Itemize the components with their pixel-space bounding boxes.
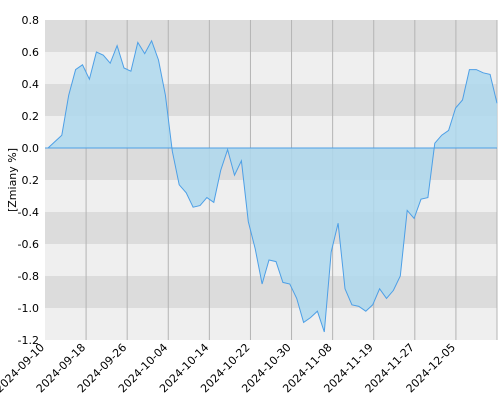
y-tick-label: 0.2: [22, 174, 40, 187]
y-tick-label: 0.2: [22, 110, 40, 123]
band: [45, 20, 497, 52]
band: [45, 308, 497, 340]
band: [45, 276, 497, 308]
x-axis-ticks: 2024-09-102024-09-182024-09-262024-10-04…: [0, 341, 458, 395]
y-tick-label: -0.4: [18, 206, 39, 219]
y-tick-label: -1.0: [18, 302, 39, 315]
y-tick-label: 0.0: [22, 142, 40, 155]
y-axis-ticks: 0.80.60.40.20.00.2-0.4-0.6-0.8-1.0-1.2: [18, 14, 39, 347]
y-tick-label: -0.6: [18, 238, 39, 251]
y-tick-label: -0.8: [18, 270, 39, 283]
y-tick-label: 0.6: [22, 46, 40, 59]
y-axis-label: [Zmiany %]: [6, 148, 19, 212]
y-tick-label: 0.4: [22, 78, 40, 91]
y-tick-label: 0.8: [22, 14, 40, 27]
